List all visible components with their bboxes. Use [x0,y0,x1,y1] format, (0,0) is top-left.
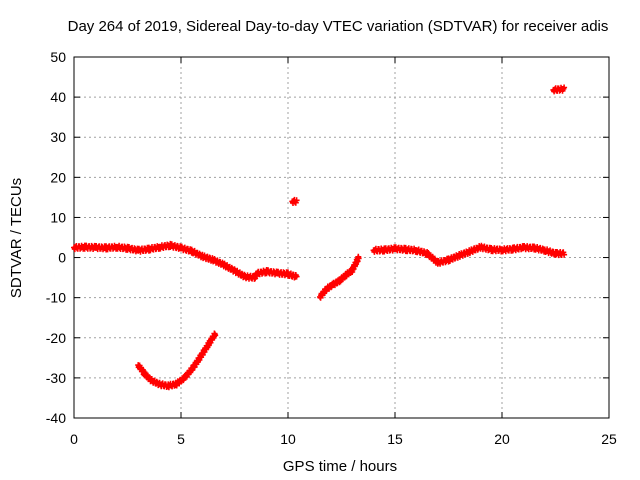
y-tick-label: -40 [46,410,66,426]
y-tick-label: 40 [50,89,66,105]
data-markers [71,84,568,391]
y-tick-label: -30 [46,370,66,386]
data-point-cluster [252,267,300,281]
x-tick-label: 10 [280,431,296,447]
y-tick-label: 0 [58,250,66,266]
y-axis-title: SDTVAR / TECUs [8,178,25,298]
data-point-cluster [317,253,362,301]
y-tick-label: 10 [50,209,66,225]
data-point-cluster [71,240,259,282]
x-tick-label: 15 [387,431,403,447]
data-point-cluster [550,84,568,95]
x-tick-label: 25 [601,431,617,447]
y-tick-label: 30 [50,129,66,145]
data-point-cluster [370,242,568,267]
data-point-cluster [135,330,219,391]
plot-frame [73,56,610,419]
y-tick-label: -20 [46,330,66,346]
y-tick-label: -10 [46,290,66,306]
x-tick-label: 0 [70,431,78,447]
axis-ticks: -40 -30 -20 -10 0 10 20 30 40 50 0 5 10 15 20 25 [46,49,617,447]
chart-title: Day 264 of 2019, Sidereal Day-to-day VTE… [68,18,609,35]
x-axis-title: GPS time / hours [283,458,397,475]
grid-lines [74,57,609,418]
x-tick-label: 5 [177,431,185,447]
y-tick-label: 50 [50,49,66,65]
x-tick-label: 20 [494,431,510,447]
y-tick-label: 20 [50,169,66,185]
data-point-cluster [289,196,300,206]
